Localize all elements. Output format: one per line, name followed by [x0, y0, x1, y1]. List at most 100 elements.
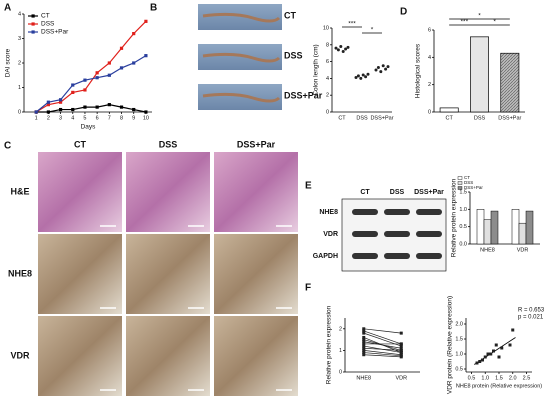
y-tick-label: 1.0	[455, 351, 463, 357]
column-label: DSS	[159, 139, 178, 149]
point	[359, 76, 363, 80]
point	[83, 88, 87, 92]
y-tick-label: 4	[326, 76, 329, 82]
y-tick-label: 0	[428, 109, 431, 115]
photo-label: DSS+Par	[284, 90, 323, 100]
y-tick-label: 1.5	[459, 189, 467, 195]
point	[399, 351, 403, 355]
point	[336, 48, 340, 52]
band-label: GAPDH	[313, 253, 338, 260]
point	[71, 90, 75, 94]
point	[58, 107, 63, 112]
significance: *	[493, 19, 496, 26]
colon	[202, 12, 281, 23]
y-tick-label: 0.0	[459, 241, 467, 247]
point	[362, 335, 366, 339]
point	[483, 355, 487, 359]
y-tick-label: 0.5	[459, 224, 467, 230]
bar	[483, 219, 492, 245]
point	[362, 342, 366, 346]
y-tick-label: 2	[326, 93, 329, 99]
legend-marker	[31, 22, 35, 26]
significance: *	[371, 27, 374, 34]
point	[381, 64, 385, 68]
point	[500, 346, 504, 350]
x-tick-label: 10	[143, 115, 149, 121]
pair-line	[363, 352, 402, 357]
point	[489, 352, 493, 356]
y-tick-label: 1.5	[455, 336, 463, 342]
point	[46, 110, 50, 114]
series-line	[35, 20, 147, 113]
y-tick-label: 6	[326, 59, 329, 65]
point	[384, 67, 388, 71]
x-tick-label: 2	[47, 115, 50, 121]
bar	[490, 210, 499, 245]
y-tick-label: 1	[18, 85, 21, 91]
annotation: p = 0.021	[518, 315, 544, 321]
point	[95, 105, 99, 109]
point	[144, 110, 148, 114]
point	[334, 46, 338, 50]
panel-letter: A	[4, 3, 11, 14]
significance: *	[478, 13, 481, 20]
y-tick-label: 4	[428, 55, 431, 61]
point	[46, 103, 50, 107]
bar	[476, 209, 485, 245]
blot-band	[352, 253, 378, 259]
legend-label: DSS+Par	[464, 185, 483, 190]
legend-swatch	[457, 186, 463, 190]
bar	[511, 209, 520, 245]
point	[354, 76, 358, 80]
blot-band	[352, 231, 378, 237]
y-tick-label: 8	[326, 42, 329, 48]
point	[362, 348, 366, 352]
point	[356, 74, 360, 78]
point	[341, 50, 345, 54]
point	[83, 105, 87, 109]
point	[362, 329, 366, 333]
y-tick-label: 2.0	[455, 321, 463, 327]
photo-label: DSS	[284, 50, 303, 60]
x-tick-label: CT	[445, 115, 453, 121]
point	[511, 328, 515, 332]
y-axis-label: Colon length (cm)	[313, 44, 320, 95]
point	[508, 343, 512, 347]
bar	[500, 52, 520, 113]
point	[107, 61, 111, 65]
point	[362, 351, 366, 355]
point	[346, 45, 350, 49]
legend-label: DSS+Par	[41, 29, 69, 36]
y-tick-label: 3	[18, 36, 21, 42]
point	[399, 348, 403, 352]
x-tick-label: 2.0	[509, 375, 517, 381]
micrograph	[126, 234, 210, 314]
blot-band	[384, 231, 410, 237]
micrograph	[214, 152, 298, 232]
point	[71, 83, 75, 87]
point	[119, 66, 124, 70]
point	[362, 344, 366, 348]
panel-letter: D	[400, 7, 407, 18]
row-label: VDR	[10, 350, 30, 360]
x-tick-label: 0.5	[468, 375, 476, 381]
point	[492, 349, 495, 353]
point	[379, 70, 383, 74]
bar	[525, 210, 534, 245]
colon	[202, 92, 281, 103]
point	[374, 68, 378, 72]
y-tick-label: 2	[428, 82, 431, 88]
x-tick-label: CT	[338, 115, 346, 121]
legend-label: DSS	[464, 180, 473, 185]
blot-band	[384, 253, 410, 259]
x-tick-label: 4	[71, 115, 74, 121]
column-label: CT	[74, 139, 86, 149]
point	[399, 331, 403, 335]
y-tick-label: 1	[339, 348, 342, 354]
y-tick-label: 4	[18, 11, 21, 17]
point	[95, 76, 99, 80]
point	[486, 352, 490, 356]
x-tick-label: DSS	[474, 115, 486, 121]
x-axis-label: Days	[81, 124, 97, 131]
panel-letter: E	[305, 181, 312, 192]
